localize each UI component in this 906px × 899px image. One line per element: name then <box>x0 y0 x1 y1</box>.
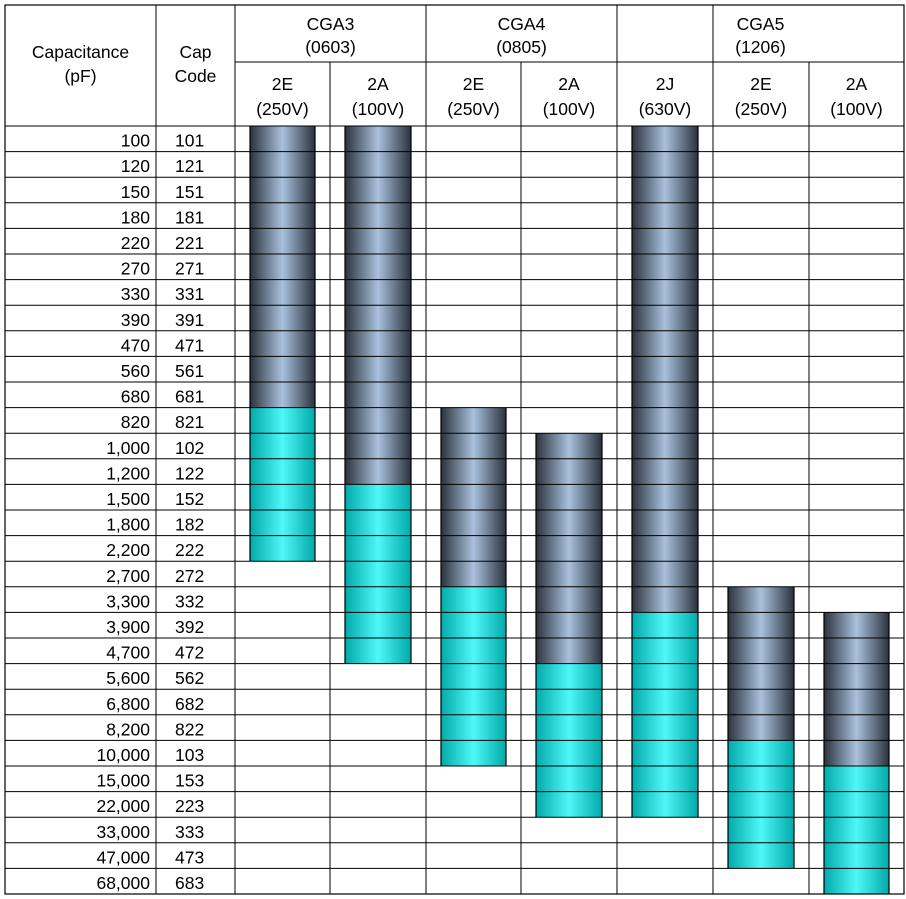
column-voltage: (250V) <box>256 99 309 119</box>
column-code: 2E <box>272 74 293 94</box>
capacitance-value: 1,500 <box>106 489 150 509</box>
capacitance-value: 3,900 <box>106 617 150 637</box>
cap-code-value: 561 <box>175 361 204 381</box>
capacitance-value: 6,800 <box>106 694 150 714</box>
bar-dark-col-5 <box>632 126 698 613</box>
capacitance-value: 560 <box>121 361 150 381</box>
cap-code-value: 821 <box>175 412 204 432</box>
cap-code-value: 121 <box>175 156 204 176</box>
column-voltage: (250V) <box>735 99 788 119</box>
capacitance-value: 120 <box>121 156 150 176</box>
column-voltage: (100V) <box>543 99 596 119</box>
bar-dark-col-4 <box>536 433 602 664</box>
cap-code-value: 103 <box>175 745 204 765</box>
column-code: 2A <box>367 74 389 94</box>
cap-code-value: 331 <box>175 284 204 304</box>
column-code: 2J <box>656 74 674 94</box>
column-code: 2A <box>558 74 580 94</box>
cap-code-value: 181 <box>175 207 204 227</box>
group-size-cga5: (1206) <box>735 37 786 57</box>
cap-code-value: 122 <box>175 463 204 483</box>
header-capacitance-unit: (pF) <box>64 66 96 86</box>
capacitance-value: 470 <box>121 335 150 355</box>
capacitance-value: 150 <box>121 182 150 202</box>
capacitance-value: 330 <box>121 284 150 304</box>
cap-code-value: 333 <box>175 822 204 842</box>
cap-code-value: 472 <box>175 643 204 663</box>
cap-code-value: 391 <box>175 310 204 330</box>
capacitance-value: 680 <box>121 387 150 407</box>
group-name-cga5: CGA5 <box>737 14 785 34</box>
bar-cyan-col-6 <box>728 740 794 869</box>
header-cap-code: Cap <box>179 42 211 62</box>
cap-code-value: 332 <box>175 591 204 611</box>
bar-cyan-col-3 <box>441 586 506 766</box>
capacitance-value: 4,700 <box>106 643 150 663</box>
header-cap-code-2: Code <box>175 66 217 86</box>
cap-code-value: 152 <box>175 489 204 509</box>
cap-code-value: 682 <box>175 694 204 714</box>
cap-code-value: 683 <box>175 873 204 893</box>
cap-code-value: 222 <box>175 540 204 560</box>
capacitance-value: 33,000 <box>96 822 150 842</box>
column-voltage: (100V) <box>830 99 883 119</box>
capacitance-value: 15,000 <box>96 771 150 791</box>
cap-code-value: 153 <box>175 771 204 791</box>
capacitance-value: 270 <box>121 259 150 279</box>
capacitance-value: 22,000 <box>96 796 150 816</box>
capacitance-value: 1,800 <box>106 515 150 535</box>
table-border <box>4 4 905 895</box>
capacitance-value: 390 <box>121 310 150 330</box>
capacitance-value: 47,000 <box>96 847 150 867</box>
column-voltage: (100V) <box>352 99 405 119</box>
cap-code-value: 102 <box>175 438 204 458</box>
column-voltage: (250V) <box>447 99 500 119</box>
cap-code-value: 182 <box>175 515 204 535</box>
group-size-cga4: (0805) <box>496 37 547 57</box>
capacitance-value: 68,000 <box>96 873 150 893</box>
cap-code-value: 473 <box>175 847 204 867</box>
cap-code-value: 822 <box>175 719 204 739</box>
bar-dark-col-3 <box>441 407 506 587</box>
cap-code-value: 272 <box>175 566 204 586</box>
bar-cyan-col-2 <box>345 484 411 664</box>
cap-code-value: 223 <box>175 796 204 816</box>
cap-code-value: 562 <box>175 668 204 688</box>
capacitance-value: 820 <box>121 412 150 432</box>
column-code: 2E <box>463 74 484 94</box>
header-capacitance: Capacitance <box>32 42 129 62</box>
column-code: 2A <box>846 74 868 94</box>
capacitance-value: 180 <box>121 207 150 227</box>
cap-code-value: 271 <box>175 259 204 279</box>
capacitance-value: 8,200 <box>106 719 150 739</box>
cap-code-value: 681 <box>175 387 204 407</box>
cap-code-value: 392 <box>175 617 204 637</box>
cap-code-value: 221 <box>175 233 204 253</box>
capacitance-value: 1,000 <box>106 438 150 458</box>
column-voltage: (630V) <box>639 99 692 119</box>
column-code: 2E <box>750 74 771 94</box>
table-grid <box>4 4 905 895</box>
capacitance-value: 220 <box>121 233 150 253</box>
capacitance-value: 100 <box>121 131 150 151</box>
capacitance-value: 1,200 <box>106 463 150 483</box>
capacitance-value: 2,200 <box>106 540 150 560</box>
capacitance-value: 5,600 <box>106 668 150 688</box>
bar-dark-col-1 <box>250 126 315 408</box>
table-text: Capacitance (pF) Cap Code CGA3 (0603) CGA4 (080… <box>32 14 883 893</box>
group-name-cga3: CGA3 <box>307 14 355 34</box>
cap-code-value: 101 <box>175 131 204 151</box>
group-name-cga4: CGA4 <box>498 14 546 34</box>
cap-code-value: 151 <box>175 182 204 202</box>
capacitance-value: 3,300 <box>106 591 150 611</box>
cap-code-value: 471 <box>175 335 204 355</box>
bar-cyan-col-7 <box>824 766 889 894</box>
group-size-cga3: (0603) <box>305 37 356 57</box>
capacitance-value: 2,700 <box>106 566 150 586</box>
capacitance-value: 10,000 <box>96 745 150 765</box>
